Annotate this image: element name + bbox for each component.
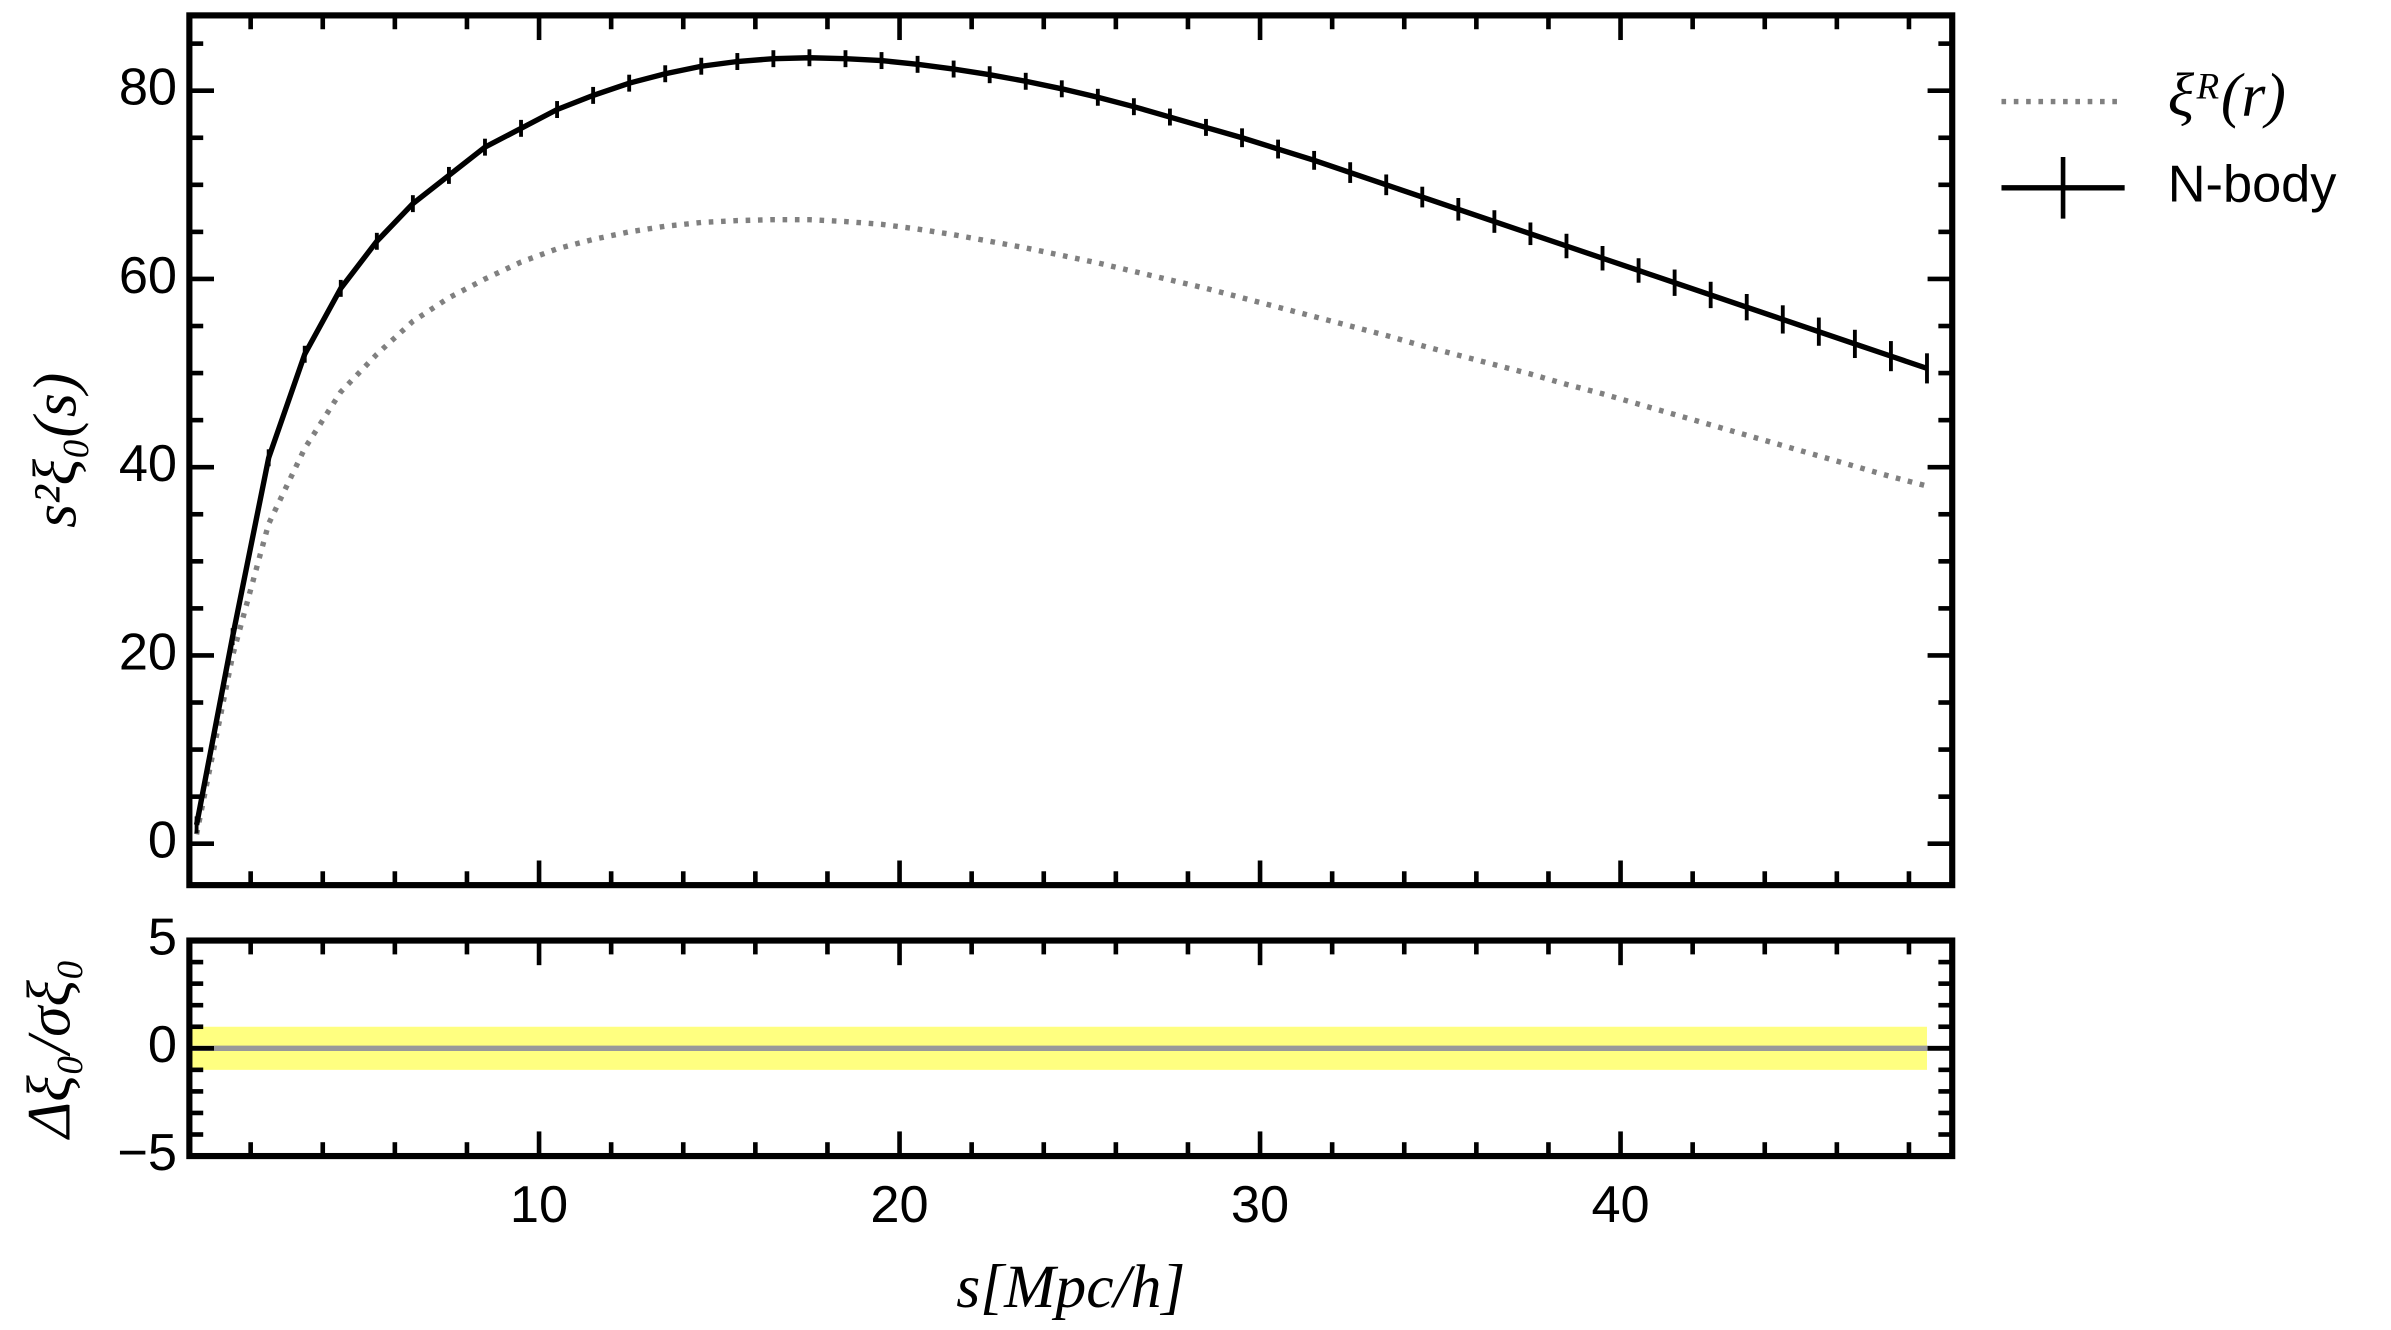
- axes-frame: [186, 937, 1956, 1160]
- series-line: [193, 55, 1928, 826]
- y-tick-label: 80: [119, 59, 177, 117]
- y-axis-label: s²ξ₀(s): [22, 373, 90, 528]
- y-tick-label: 20: [119, 623, 177, 681]
- legend-label: N-body: [2168, 156, 2338, 214]
- y-tick-label: 60: [119, 247, 177, 305]
- y-tick-label: −5: [117, 1124, 177, 1182]
- series-line: [193, 216, 1928, 835]
- axes-frame: [186, 12, 1956, 889]
- y-tick-label: 5: [148, 908, 177, 966]
- x-tick-label: 40: [1591, 1176, 1649, 1234]
- x-tick-label: 20: [870, 1176, 928, 1234]
- x-tick-label: 30: [1231, 1176, 1289, 1234]
- x-tick-label: 10: [510, 1176, 568, 1234]
- x-axis-label: s[Mpc/h]: [956, 1253, 1185, 1321]
- y-tick-label: 40: [119, 435, 177, 493]
- y-axis-label: Δξ₀/σξ₀: [16, 959, 84, 1141]
- legend-label: ξᴿ(r): [2168, 62, 2286, 130]
- y-tick-label: 0: [148, 812, 177, 870]
- y-tick-label: 0: [148, 1016, 177, 1074]
